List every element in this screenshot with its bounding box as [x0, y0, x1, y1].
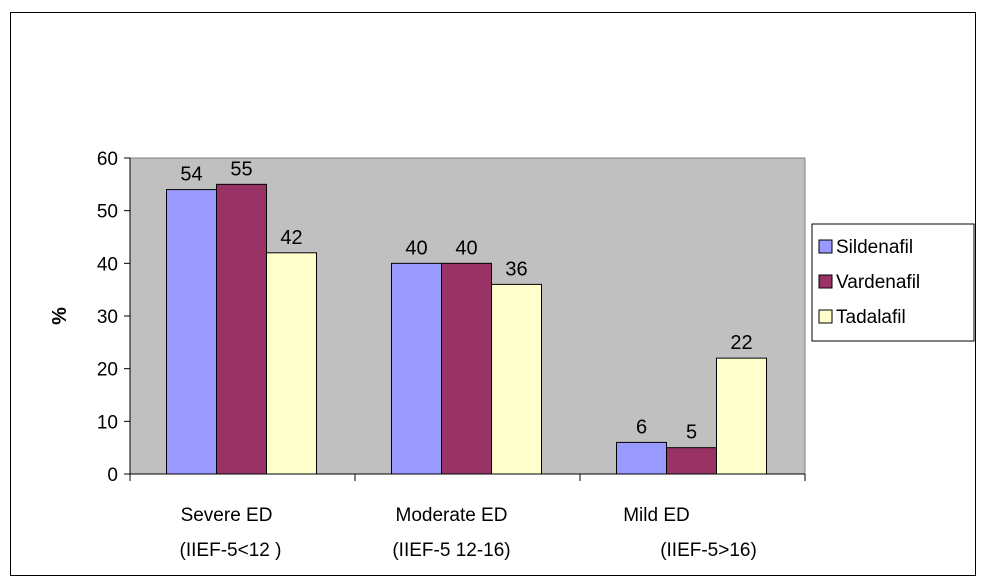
- data-label-vardenafil-0: 55: [230, 158, 252, 180]
- data-label-tadalafil-2: 22: [730, 332, 752, 354]
- bar-sildenafil-2: [616, 441, 667, 475]
- y-tick-label: 60: [97, 149, 118, 170]
- legend-swatch-sildenafil: [818, 239, 833, 254]
- bar-tadalafil-2: [716, 357, 767, 475]
- legend-label-vardenafil: Vardenafil: [836, 272, 920, 293]
- bar-vardenafil-1: [441, 262, 492, 475]
- x-axis: Severe ED (IIEF-5<12 ) Moderate ED (IIEF-5 …: [129, 473, 806, 561]
- bar-vardenafil-0: [216, 183, 267, 475]
- y-axis-label: %: [49, 307, 71, 325]
- legend-swatch-vardenafil: [818, 274, 833, 289]
- category-sublabel: (IIEF-5>16): [660, 540, 757, 561]
- data-labels-layer: 54 40 6 55 40 5 42 36 22: [180, 158, 752, 443]
- legend-swatch-tadalafil: [818, 309, 833, 324]
- bar-vardenafil-2: [666, 447, 717, 475]
- y-tick-label: 40: [97, 254, 118, 275]
- legend-label-tadalafil: Tadalafil: [836, 307, 906, 328]
- y-tick-label: 50: [97, 202, 118, 223]
- data-label-tadalafil-1: 36: [505, 258, 527, 280]
- category-label: Severe ED: [181, 505, 273, 526]
- category-label: Moderate ED: [396, 505, 508, 526]
- bars-layer: [166, 183, 767, 475]
- data-label-sildenafil-1: 40: [405, 237, 427, 259]
- bar-sildenafil-0: [166, 189, 217, 475]
- y-tick-label: 0: [107, 465, 118, 486]
- legend-label-sildenafil: Sildenafil: [836, 237, 913, 258]
- data-label-sildenafil-2: 6: [636, 416, 647, 438]
- category-sublabel: (IIEF-5 12-16): [392, 540, 510, 561]
- category-label: Mild ED: [623, 505, 690, 526]
- y-tick-label: 10: [97, 412, 118, 433]
- y-tick-label: 20: [97, 360, 118, 381]
- bar-tadalafil-0: [266, 252, 317, 475]
- legend-box: [811, 223, 975, 342]
- data-label-tadalafil-0: 42: [280, 227, 302, 249]
- category-sublabel: (IIEF-5<12 ): [180, 540, 282, 561]
- legend: Sildenafil Vardenafil Tadalafil: [811, 223, 975, 342]
- data-label-vardenafil-2: 5: [686, 422, 697, 444]
- bar-tadalafil-1: [491, 283, 542, 475]
- bar-sildenafil-1: [391, 262, 442, 475]
- data-label-vardenafil-1: 40: [455, 237, 477, 259]
- data-label-sildenafil-0: 54: [180, 164, 202, 186]
- y-tick-label: 30: [97, 307, 118, 328]
- y-axis: 0 10 20 30 40 50 60: [97, 149, 131, 486]
